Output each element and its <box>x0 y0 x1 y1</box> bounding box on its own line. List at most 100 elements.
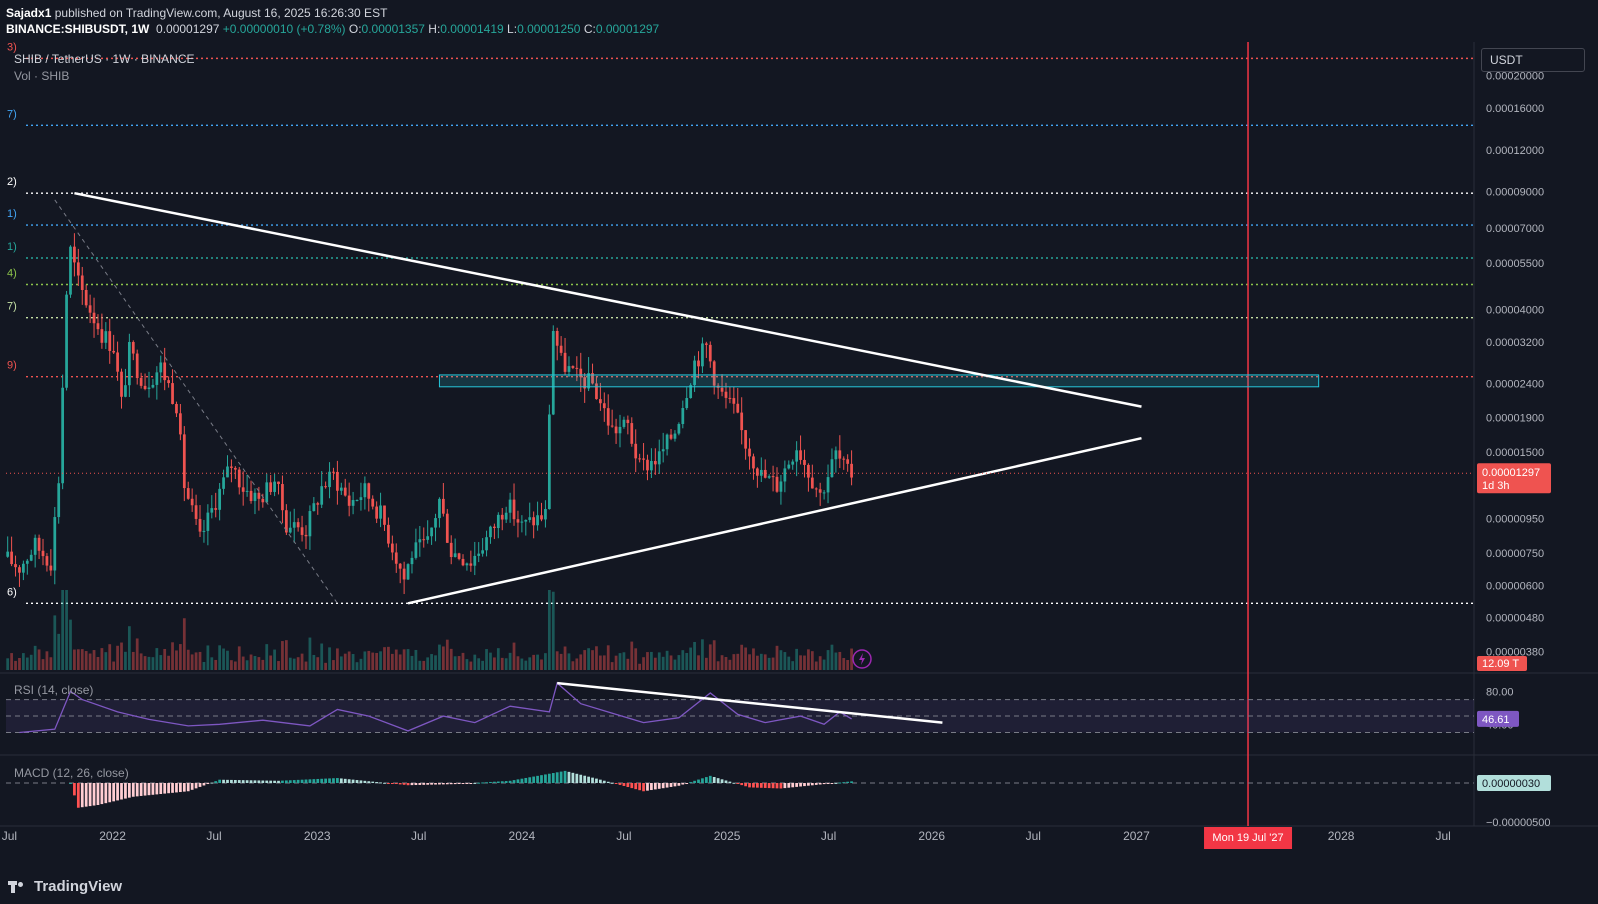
volume-bar <box>449 648 453 670</box>
macd-bar <box>493 781 496 783</box>
volume-bar <box>591 650 594 670</box>
tradingview-logo[interactable]: TradingView <box>8 878 122 895</box>
macd-bar <box>96 783 100 805</box>
macd-bar <box>838 782 842 784</box>
volume-bar <box>599 655 602 670</box>
macd-bar <box>351 779 355 783</box>
macd-bar <box>320 778 324 783</box>
price-axis-tick: 0.00000950 <box>1486 513 1544 525</box>
candle-body <box>61 387 65 484</box>
candle-body <box>418 539 422 543</box>
candle-body <box>555 330 559 346</box>
volume-legend[interactable]: Vol · SHIB <box>14 69 70 83</box>
volume-bar <box>477 658 481 670</box>
rsi-legend[interactable]: RSI (14, close) <box>14 683 94 697</box>
volume-bar <box>571 661 575 670</box>
macd-bar <box>457 783 461 784</box>
candle-body <box>520 521 524 523</box>
macd-bar <box>697 779 700 783</box>
volume-bar <box>787 656 791 670</box>
volume-bar <box>736 653 740 670</box>
macd-bar <box>728 781 732 783</box>
volume-bar <box>182 618 186 670</box>
macd-bar <box>265 780 269 783</box>
macd-legend[interactable]: MACD (12, 26, close) <box>14 766 129 780</box>
volume-bar <box>261 659 265 670</box>
macd-bar <box>822 783 826 785</box>
volume-bar <box>748 654 751 670</box>
macd-bar <box>167 783 170 794</box>
candle-body <box>359 497 363 501</box>
macd-bar <box>182 783 186 792</box>
macd-bar <box>139 783 143 796</box>
volume-bar <box>100 648 104 670</box>
candle-body <box>390 543 394 553</box>
candle-body <box>677 424 681 434</box>
macd-bar <box>80 783 84 808</box>
volume-bar <box>84 651 88 670</box>
volume-bar <box>73 649 76 670</box>
macd-bar <box>453 783 457 785</box>
macd-bar <box>677 783 681 786</box>
volume-bar <box>689 647 693 670</box>
pane-title[interactable]: SHIB / TetherUS · 1W · BINANCE <box>14 52 195 66</box>
candle-body <box>689 385 693 399</box>
macd-bar <box>127 783 131 798</box>
candle-body <box>661 449 665 452</box>
macd-bar <box>449 783 453 785</box>
currency-unit-button[interactable]: USDT <box>1481 48 1585 72</box>
volume-bar <box>830 644 834 670</box>
macd-bar <box>73 783 76 796</box>
volume-bar <box>642 657 645 670</box>
candle-body <box>465 563 469 566</box>
volume-bar <box>202 661 206 670</box>
macd-bar <box>689 782 693 784</box>
candle-body <box>332 471 335 473</box>
candle-body <box>732 398 736 404</box>
rsi-value-label: 46.61 <box>1482 714 1510 726</box>
macd-bar <box>720 779 724 783</box>
macd-bar <box>281 780 284 783</box>
candle-body <box>579 368 583 378</box>
macd-bar <box>426 783 430 785</box>
macd-bar <box>810 783 814 786</box>
volume-bar <box>575 658 579 670</box>
price-axis-tick: 0.00009000 <box>1486 187 1544 199</box>
candle-body <box>583 377 587 389</box>
candle-body <box>771 476 775 478</box>
candle-body <box>73 246 76 263</box>
macd-bar <box>124 783 127 799</box>
candle-body <box>108 331 112 351</box>
volume-bar <box>657 652 661 670</box>
low-value: 0.00001250 <box>517 22 581 36</box>
volume-bar <box>489 652 492 670</box>
candle-body <box>563 352 567 372</box>
open-value: 0.00001357 <box>361 22 425 36</box>
candle-body <box>131 342 135 354</box>
macd-bar <box>512 780 516 783</box>
volume-bar <box>438 644 441 670</box>
candle-body <box>818 489 822 493</box>
volume-bar <box>728 659 732 670</box>
macd-bar <box>104 783 108 804</box>
candle-body <box>347 495 351 506</box>
macd-bar <box>218 779 222 783</box>
macd-bar <box>846 781 850 783</box>
volume-badge <box>1477 656 1527 671</box>
macd-bar <box>131 783 135 797</box>
macd-bar <box>151 783 155 795</box>
volume-bar <box>807 649 810 670</box>
time-axis-tick: 2028 <box>1328 829 1355 843</box>
symbol-line[interactable]: BINANCE:SHIBUSDT, 1W <box>6 22 150 36</box>
volume-bar <box>414 649 418 670</box>
candle-body <box>198 518 202 532</box>
publisher-name[interactable]: Sajadx1 <box>6 6 52 20</box>
chart-canvas[interactable]: 3) 7) 2) 1) 1) 4) 7) 9) 6) 0.00020000 0.00016000 0.… <box>0 42 1598 856</box>
macd-bar <box>787 783 791 788</box>
macd-bar <box>704 777 708 783</box>
macd-bar <box>171 783 174 793</box>
volume-bar <box>37 649 41 670</box>
macd-bar <box>489 781 492 783</box>
volume-bar <box>756 655 759 670</box>
macd-bar <box>626 783 630 788</box>
